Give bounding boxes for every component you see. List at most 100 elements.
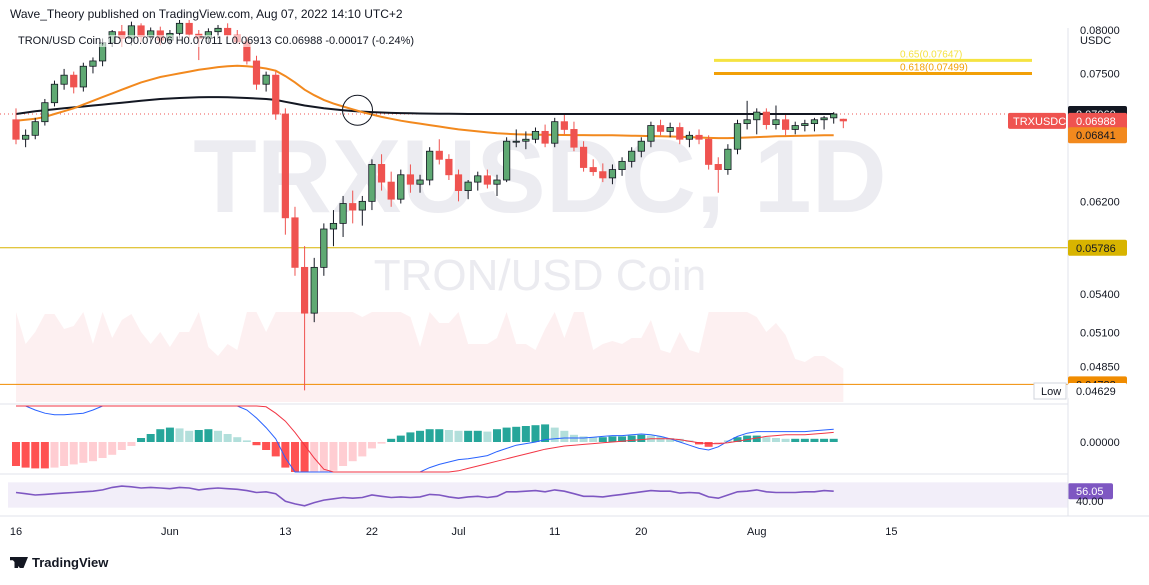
macd-histogram-bar (666, 438, 675, 442)
tradingview-brand: TradingView (32, 555, 109, 570)
macd-histogram-bar (175, 428, 184, 442)
time-tick-label: 11 (549, 526, 560, 538)
candle-body (474, 175, 482, 183)
candle-body (782, 119, 790, 130)
currency-label: USDC (1080, 35, 1111, 47)
rsi-line (15, 485, 834, 507)
price-tick-label: 0.07500 (1080, 68, 1120, 80)
candle-body (705, 138, 713, 165)
macd-histogram-bar (233, 437, 242, 442)
candle-body (50, 83, 59, 104)
candle-body (570, 129, 578, 148)
symbol-ohlc-legend[interactable]: TRON/USD Coin, 1D O0.07006 H0.07011 L0.0… (18, 35, 415, 47)
macd-histogram-bar (454, 430, 463, 442)
candle-body (416, 179, 424, 185)
macd-histogram-bar (387, 438, 396, 442)
candle-body (435, 150, 443, 160)
tradingview-logo-icon (10, 557, 28, 568)
time-tick-label: 13 (279, 526, 291, 538)
macd-histogram-bar (781, 438, 790, 442)
candle-body (839, 118, 847, 122)
candle-body (801, 123, 809, 126)
macd-histogram-bar (165, 427, 174, 442)
macd-histogram-bar (579, 436, 588, 442)
price-scale-labels: 0.057860.047220.07060TRXUSDC0.0698803:49… (1008, 106, 1127, 400)
macd-histogram-bar (820, 438, 829, 442)
macd-histogram-bar (435, 429, 444, 442)
rsi-value-label: 56.05 (1076, 486, 1104, 498)
candle-body (733, 123, 742, 150)
macd-histogram-bar (358, 442, 367, 457)
candle-body (377, 164, 386, 183)
candle-body (310, 266, 318, 314)
candle-body (329, 222, 338, 230)
macd-histogram-bar (810, 438, 819, 442)
macd-histogram-bar (88, 442, 97, 462)
candle-body (753, 111, 761, 121)
candle-body (772, 119, 780, 125)
fib-level-label: 0.65(0.07647) (900, 49, 962, 60)
macd-histogram-bar (531, 425, 540, 442)
tradingview-logo[interactable]: TradingView (10, 555, 108, 570)
macd-histogram-bar (675, 438, 684, 442)
macd-histogram-bar (425, 429, 434, 442)
macd-histogram-bar (377, 442, 386, 444)
cross-marker-circle (342, 94, 374, 126)
rsi-pane: 56.0540.00 (8, 482, 1113, 508)
time-tick-label: Jun (161, 526, 179, 538)
ema-price-label-bg (1068, 127, 1127, 144)
macd-histogram-bar (223, 434, 232, 442)
macd-histogram-bar (252, 442, 261, 446)
macd-signal-line (16, 405, 834, 473)
candle-body (628, 150, 636, 162)
macd-histogram-bar (464, 430, 473, 442)
candle-body (589, 167, 597, 173)
macd-histogram-bar (473, 430, 482, 442)
macd-histogram-bar (627, 435, 636, 442)
candle-body (531, 130, 540, 140)
macd-histogram-bar (493, 429, 501, 442)
publish-info: Wave_Theory published on TradingView.com… (10, 7, 403, 21)
ema-price-label: 0.06841 (1076, 130, 1116, 142)
candle-body (608, 169, 617, 179)
candle-body (541, 130, 549, 144)
price-tick-label: 0.04850 (1080, 361, 1120, 373)
candle-body (320, 228, 328, 268)
last-price-label: 0.06988 (1076, 116, 1116, 128)
time-tick-label: 20 (635, 526, 647, 538)
candle-body (714, 164, 722, 170)
macd-tick-label: 0.00000 (1080, 437, 1120, 449)
macd-histogram-bar (396, 435, 405, 442)
macd-histogram-bar (483, 431, 492, 442)
candle-body (358, 200, 366, 211)
low-price-label: 0.04629 (1076, 386, 1116, 398)
macd-histogram-bar (98, 442, 107, 458)
time-tick-label: Aug (747, 526, 767, 538)
candle-body (12, 119, 20, 140)
macd-histogram-bar (637, 434, 646, 442)
macd-histogram-bar (40, 442, 49, 469)
macd-histogram-bar (60, 442, 69, 466)
candle-body (791, 125, 799, 130)
candle-body (60, 74, 68, 85)
macd-histogram-bar (108, 442, 117, 455)
macd-histogram-bar (367, 442, 376, 449)
candle-body (70, 74, 78, 88)
price-tick-label: 0.08000 (1080, 25, 1120, 37)
candle-body (41, 102, 49, 123)
macd-histogram-bar (50, 442, 59, 468)
candle-body (291, 217, 299, 268)
macd-histogram-bar (127, 442, 136, 446)
candle-body (522, 138, 530, 142)
macd-histogram-bar (262, 442, 271, 450)
candle-body (618, 160, 626, 170)
fib-level-label: 0.618(0.07499) (900, 62, 968, 73)
macd-histogram-bar (204, 429, 213, 442)
macd-histogram-bar (339, 442, 348, 466)
rsi-value-label-bg (1068, 483, 1113, 500)
macd-histogram-bar (21, 442, 30, 468)
watermark-name: TRON/USD Coin (374, 251, 707, 300)
symbol-tag-bg (1008, 112, 1066, 129)
